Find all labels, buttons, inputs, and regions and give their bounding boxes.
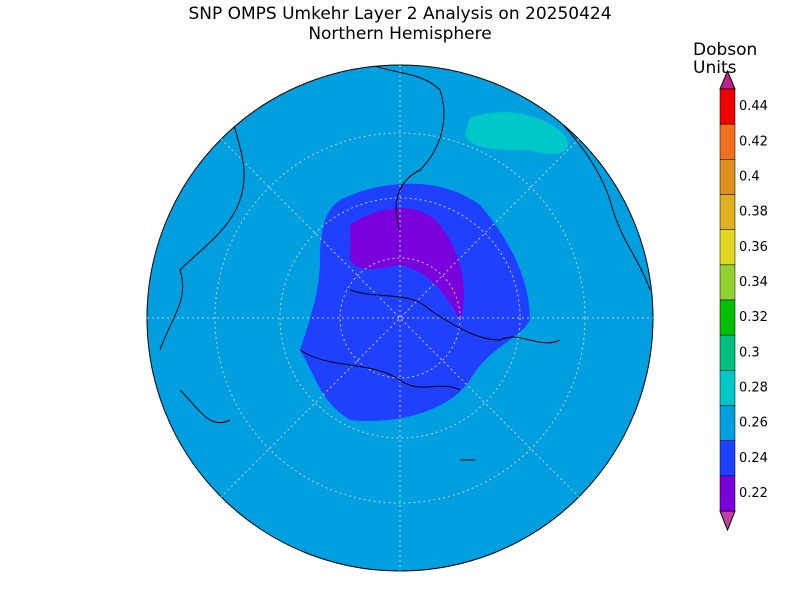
colorbar-label: 0.44 [739, 99, 768, 114]
colorbar-label: 0.22 [739, 486, 768, 501]
colorbar-label: 0.24 [739, 451, 768, 466]
colorbar-box [719, 334, 736, 371]
colorbar-units: Dobson [693, 40, 757, 60]
colorbar-label: 0.42 [739, 134, 768, 149]
colorbar-label: 0.36 [739, 240, 768, 255]
colorbar-box [719, 229, 736, 266]
coastlines [159, 65, 651, 461]
colorbar: Dobson Units [693, 40, 757, 78]
colorbar-box [719, 475, 736, 512]
colorbar-box [719, 264, 736, 301]
colorbar-box [719, 405, 736, 441]
colorbar-label: 0.38 [739, 205, 768, 220]
subtitle: Northern Hemisphere [308, 24, 491, 44]
colorbar-label: 0.26 [739, 416, 768, 431]
high-region [465, 112, 569, 154]
colorbar-label: 0.4 [739, 169, 760, 184]
map [146, 64, 654, 572]
colorbar-label: 0.32 [739, 310, 768, 325]
colorbar-box [719, 159, 736, 195]
under-triangle [719, 510, 736, 532]
colorbar-box [719, 194, 736, 230]
colorbar-label: 0.28 [739, 380, 768, 395]
colorbar-box [719, 370, 736, 406]
colorbar-units: Units [693, 58, 737, 78]
lowest-region [350, 208, 464, 320]
colorbar-box [719, 440, 736, 477]
colorbar-box [719, 123, 736, 160]
colorbar-box [719, 88, 736, 125]
title: SNP OMPS Umkehr Layer 2 Analysis on 2025… [188, 4, 611, 24]
colorbar-label: 0.3 [739, 345, 760, 360]
colorbar-box [719, 299, 736, 336]
colorbar-label: 0.34 [739, 275, 768, 290]
